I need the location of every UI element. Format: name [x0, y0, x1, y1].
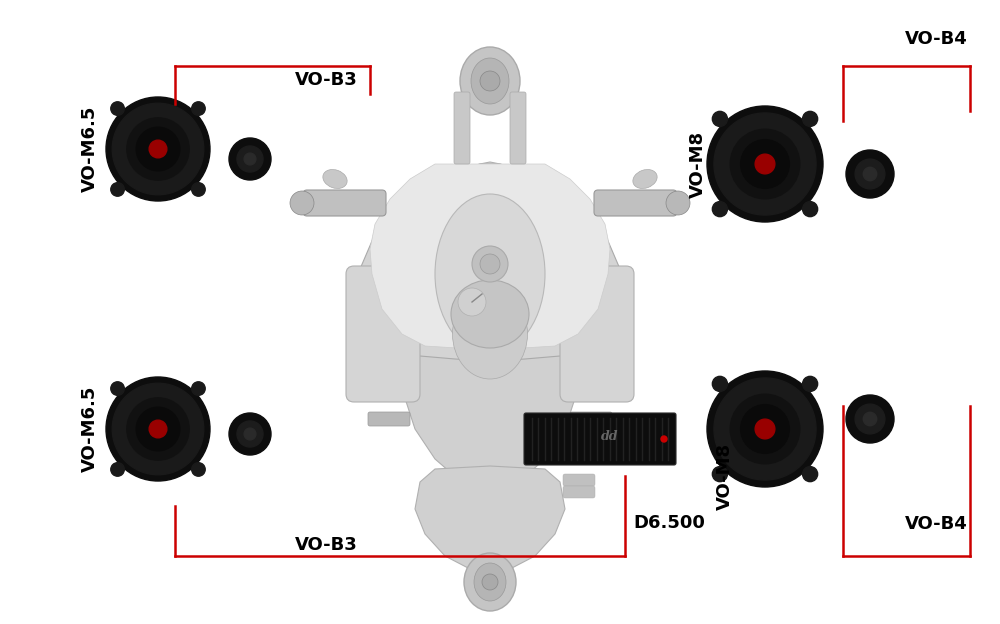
FancyBboxPatch shape: [524, 413, 676, 465]
FancyBboxPatch shape: [563, 486, 595, 498]
Circle shape: [730, 394, 800, 464]
Circle shape: [482, 574, 498, 590]
FancyBboxPatch shape: [454, 92, 470, 164]
Circle shape: [290, 191, 314, 215]
Circle shape: [111, 382, 124, 396]
Circle shape: [106, 377, 210, 481]
FancyBboxPatch shape: [570, 412, 612, 426]
Circle shape: [712, 111, 727, 127]
Circle shape: [803, 376, 818, 391]
Ellipse shape: [451, 280, 529, 348]
FancyBboxPatch shape: [594, 190, 677, 216]
Circle shape: [803, 202, 818, 217]
Circle shape: [192, 462, 205, 476]
Circle shape: [741, 140, 789, 188]
Circle shape: [730, 129, 800, 199]
Circle shape: [472, 246, 508, 282]
Circle shape: [707, 106, 823, 222]
Text: VO-M8: VO-M8: [689, 130, 707, 198]
Text: dd: dd: [601, 429, 619, 442]
Circle shape: [237, 421, 263, 447]
Circle shape: [480, 254, 500, 274]
Circle shape: [803, 467, 818, 482]
Circle shape: [846, 395, 894, 443]
Polygon shape: [370, 164, 610, 350]
Text: VO-B3: VO-B3: [295, 71, 358, 89]
Circle shape: [136, 127, 180, 171]
Circle shape: [855, 159, 885, 189]
Circle shape: [661, 436, 667, 442]
FancyBboxPatch shape: [510, 92, 526, 164]
Text: VO-B3: VO-B3: [295, 536, 358, 554]
Circle shape: [192, 382, 205, 396]
Circle shape: [149, 420, 167, 438]
Ellipse shape: [633, 170, 657, 188]
Circle shape: [244, 428, 256, 440]
Circle shape: [755, 419, 775, 439]
Circle shape: [111, 462, 124, 476]
Circle shape: [712, 202, 727, 217]
Text: VO-B4: VO-B4: [905, 30, 968, 48]
FancyBboxPatch shape: [346, 266, 420, 402]
Ellipse shape: [471, 58, 509, 104]
Polygon shape: [395, 162, 585, 482]
Circle shape: [714, 378, 816, 480]
Ellipse shape: [452, 289, 528, 379]
Circle shape: [480, 71, 500, 91]
Circle shape: [755, 154, 775, 174]
Circle shape: [714, 113, 816, 215]
Polygon shape: [355, 164, 625, 361]
Circle shape: [803, 111, 818, 127]
FancyBboxPatch shape: [560, 266, 634, 402]
Text: VO-M6.5: VO-M6.5: [81, 386, 99, 472]
FancyBboxPatch shape: [563, 474, 595, 486]
Circle shape: [127, 118, 189, 180]
Circle shape: [855, 404, 885, 434]
Ellipse shape: [460, 47, 520, 115]
Circle shape: [666, 191, 690, 215]
Circle shape: [229, 413, 271, 455]
Circle shape: [741, 404, 789, 454]
Circle shape: [192, 183, 205, 196]
Ellipse shape: [435, 194, 545, 354]
FancyBboxPatch shape: [368, 412, 410, 426]
Circle shape: [192, 102, 205, 115]
Text: VO-M8: VO-M8: [716, 442, 734, 510]
Ellipse shape: [464, 553, 516, 611]
Circle shape: [149, 140, 167, 158]
Circle shape: [106, 97, 210, 201]
Circle shape: [458, 288, 486, 316]
Circle shape: [712, 467, 727, 482]
FancyBboxPatch shape: [303, 190, 386, 216]
Circle shape: [244, 153, 256, 165]
Polygon shape: [415, 466, 565, 574]
Circle shape: [863, 412, 877, 426]
Circle shape: [136, 407, 180, 451]
Circle shape: [111, 102, 124, 115]
Circle shape: [111, 183, 124, 196]
Circle shape: [237, 146, 263, 172]
Ellipse shape: [323, 170, 347, 188]
Circle shape: [229, 138, 271, 180]
Ellipse shape: [474, 563, 506, 601]
Circle shape: [127, 398, 189, 461]
Circle shape: [863, 167, 877, 181]
Circle shape: [707, 371, 823, 487]
Text: D6.500: D6.500: [633, 514, 705, 532]
Circle shape: [112, 383, 204, 475]
Circle shape: [112, 103, 204, 195]
Text: VO-M6.5: VO-M6.5: [81, 106, 99, 192]
Circle shape: [712, 376, 727, 391]
Text: VO-B4: VO-B4: [905, 515, 968, 533]
Circle shape: [846, 150, 894, 198]
